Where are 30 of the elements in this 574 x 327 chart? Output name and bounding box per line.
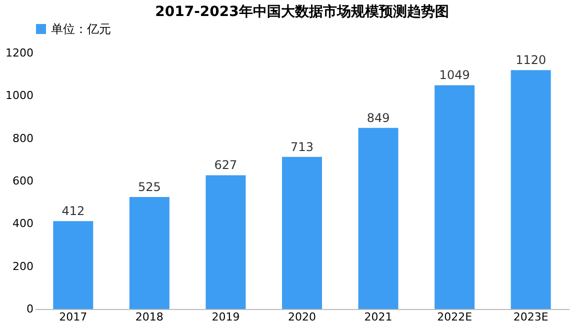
x-tick-label: 2023E	[513, 310, 548, 324]
bar	[434, 85, 475, 309]
y-tick-label: 400	[12, 217, 34, 230]
legend-label: 单位：亿元	[51, 22, 111, 36]
x-tick-label: 2017	[59, 310, 88, 324]
chart-title: 2017-2023年中国大数据市场规模预测趋势图	[155, 3, 449, 20]
data-label: 525	[138, 180, 161, 194]
y-tick-label: 1000	[6, 89, 34, 102]
y-tick-label: 200	[12, 260, 34, 273]
x-tick-label: 2021	[364, 310, 392, 324]
x-tick-label: 2020	[288, 310, 316, 324]
x-tick-label: 2018	[135, 310, 164, 324]
bar	[206, 175, 246, 309]
data-label: 627	[214, 158, 238, 172]
bar	[129, 197, 170, 309]
bar	[510, 70, 551, 309]
bar	[53, 221, 94, 309]
bar	[358, 128, 398, 309]
data-label: 1120	[516, 53, 546, 68]
y-tick-label: 1200	[6, 46, 34, 60]
data-label: 849	[366, 110, 390, 125]
y-tick-label: 0	[26, 302, 34, 316]
data-label: 412	[62, 204, 85, 218]
y-tick-label: 800	[12, 132, 34, 145]
data-label: 1049	[439, 68, 470, 82]
x-tick-label: 2022E	[437, 310, 472, 324]
x-tick-label: 2019	[212, 310, 240, 324]
bar	[282, 156, 322, 309]
data-label: 713	[290, 140, 314, 154]
y-tick-label: 600	[12, 174, 34, 188]
